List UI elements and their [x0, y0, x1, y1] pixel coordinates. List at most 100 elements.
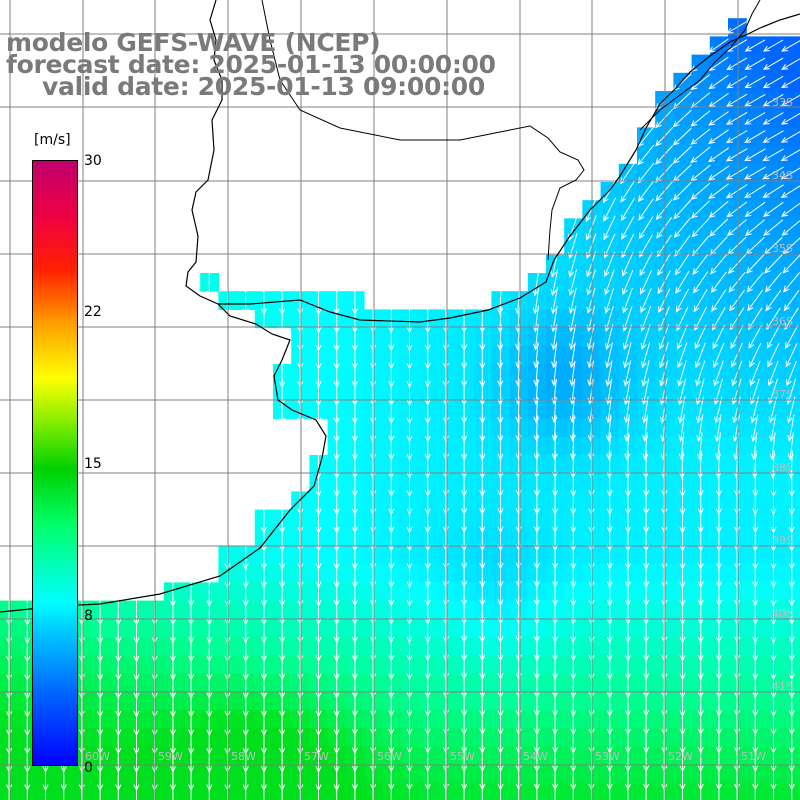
- wind-vector-arrow: [318, 775, 319, 800]
- wind-vector-arrow: [690, 128, 711, 145]
- coastline-rio-de-la-plata: [218, 13, 800, 323]
- wind-vector-arrow: [726, 201, 748, 218]
- wind-vector-arrow: [744, 130, 766, 143]
- wind-vector-arrow: [762, 75, 784, 89]
- wind-vector-arrow: [136, 775, 137, 800]
- longitude-label: 52W: [668, 750, 693, 763]
- wind-vector-arrow: [781, 202, 800, 217]
- longitude-label: 57W: [304, 750, 329, 763]
- wind-speed-field: [0, 18, 800, 800]
- latitude-label: 38S: [772, 461, 793, 474]
- wind-vector-arrow: [764, 272, 782, 293]
- wind-vector-arrow: [673, 217, 691, 239]
- wind-direction-vectors: [6, 21, 800, 800]
- wind-vector-arrow: [744, 184, 766, 199]
- wind-vector-arrow: [765, 289, 782, 312]
- wind-vector-arrow: [768, 396, 778, 424]
- colorbar-tick-0: 0: [84, 760, 93, 776]
- latitude-label: 37S: [772, 388, 793, 401]
- colorbar-tick-30: 30: [84, 153, 102, 169]
- wind-vector-arrow: [606, 432, 613, 461]
- wind-vector-arrow: [641, 360, 650, 387]
- wind-vector-arrow: [603, 215, 616, 241]
- wind-vector-arrow: [551, 396, 558, 424]
- river-uruguay: [261, 0, 585, 261]
- wind-vector-arrow: [623, 360, 632, 387]
- wind-vector-arrow: [242, 286, 249, 316]
- wind-vector-arrow: [604, 287, 615, 314]
- wind-vector-arrow: [726, 75, 748, 89]
- wind-vector-arrow: [780, 149, 800, 162]
- latitude-label: 40S: [772, 607, 793, 620]
- wind-vector-arrow: [700, 775, 702, 800]
- latitude-label: 36S: [772, 315, 793, 328]
- wind-vector-arrow: [710, 253, 728, 275]
- wind-vector-arrow: [727, 254, 746, 274]
- wind-vector-arrow: [551, 324, 558, 351]
- wind-vector-arrow: [781, 76, 800, 88]
- coastline-uruguay-argentina: [0, 0, 327, 613]
- wind-vector-arrow: [658, 324, 670, 350]
- wind-vector-arrow: [749, 342, 762, 368]
- wind-vector-arrow: [445, 775, 447, 800]
- wind-vector-arrow: [691, 217, 710, 238]
- wind-vector-arrow: [172, 775, 174, 800]
- wind-vector-arrow: [659, 396, 668, 424]
- colorbar-unit-label: [m/s]: [34, 132, 71, 148]
- lagoon-shore: [639, 0, 761, 131]
- wind-vector-arrow: [690, 110, 711, 127]
- wind-vector-arrow: [655, 127, 674, 147]
- wind-vector-arrow: [712, 324, 726, 350]
- wind-vector-arrow: [766, 325, 781, 349]
- longitude-label: 54W: [523, 750, 548, 763]
- longitude-label: 60W: [85, 750, 110, 763]
- wind-vector-arrow: [708, 38, 729, 53]
- wind-vector-arrow: [710, 271, 727, 294]
- latitude-labels: 33S 34S 35S 36S 37S 38S 39S 40S 41S: [772, 96, 793, 693]
- latitude-label: 34S: [772, 169, 793, 182]
- wind-vector-arrow: [725, 166, 748, 180]
- wind-vector-arrow: [206, 268, 213, 298]
- wind-vector-arrow: [550, 269, 559, 297]
- wind-vector-arrow: [497, 341, 504, 370]
- wind-vector-arrow: [743, 166, 766, 180]
- wind-vector-arrow: [409, 775, 410, 800]
- wind-vector-arrow: [762, 166, 784, 180]
- latitude-label: 35S: [772, 242, 793, 255]
- wind-vector-arrow: [781, 94, 800, 107]
- wind-vector-arrow: [463, 775, 465, 800]
- wind-vector-arrow: [81, 775, 83, 800]
- wind-vector-arrow: [623, 396, 631, 424]
- wind-vector-arrow: [533, 414, 540, 442]
- wind-vector-arrow: [639, 252, 653, 277]
- wind-vector-arrow: [744, 201, 766, 218]
- wind-vector-arrow: [744, 148, 766, 162]
- wind-vector-arrow: [767, 360, 779, 387]
- wind-vector-arrow: [568, 269, 577, 296]
- wind-vector-arrow: [8, 775, 10, 800]
- wind-vector-arrow: [609, 775, 611, 800]
- wind-vector-arrow: [709, 218, 729, 237]
- wind-vector-arrow: [663, 775, 665, 800]
- latitude-label: 33S: [772, 96, 793, 109]
- wind-vector-arrow: [762, 148, 784, 162]
- wind-vector-arrow: [622, 269, 634, 296]
- wind-vector-arrow: [762, 112, 784, 125]
- wind-vector-arrow: [780, 131, 800, 143]
- wind-vector-arrow: [372, 775, 374, 800]
- wind-vector-arrow: [620, 198, 635, 222]
- wind-vector-arrow: [726, 57, 748, 71]
- wind-vector-arrow: [190, 775, 192, 800]
- wind-vector-arrow: [354, 775, 356, 800]
- wind-vector-arrow: [622, 324, 632, 351]
- wind-vector-arrow: [714, 414, 722, 443]
- wind-vector-arrow: [746, 272, 764, 293]
- wind-vector-arrow: [718, 775, 720, 800]
- wind-vector-arrow: [245, 775, 247, 800]
- wind-vector-arrow: [726, 219, 747, 237]
- wind-vector-arrow: [744, 75, 766, 89]
- wind-vector-arrow: [786, 396, 796, 424]
- wind-vector-arrow: [63, 775, 65, 800]
- wind-vector-arrow: [744, 112, 766, 125]
